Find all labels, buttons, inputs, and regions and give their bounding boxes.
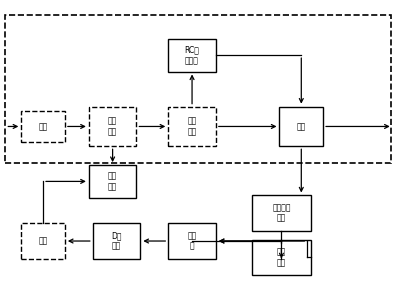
Text: 开关
装置: 开关 装置 [108, 117, 117, 136]
Text: 基准
电压: 基准 电压 [277, 248, 286, 267]
Bar [168, 223, 216, 259]
Bar [89, 165, 136, 198]
Bar [21, 111, 65, 142]
Text: 中间电流
发生: 中间电流 发生 [272, 203, 291, 223]
Text: 输入: 输入 [38, 122, 48, 131]
Bar [168, 39, 216, 71]
Text: 驱动
电路: 驱动 电路 [108, 172, 117, 191]
Text: D触
发器: D触 发器 [111, 231, 122, 251]
Text: 比较
器: 比较 器 [188, 231, 197, 251]
Text: RC积
分装置: RC积 分装置 [185, 46, 200, 65]
Bar [21, 223, 65, 259]
Text: 滤波
装置: 滤波 装置 [188, 117, 197, 136]
Bar [252, 240, 311, 275]
Bar [5, 16, 391, 163]
Bar [89, 107, 136, 146]
Bar [168, 107, 216, 146]
Text: 输出: 输出 [297, 122, 306, 131]
Bar [93, 223, 140, 259]
Bar [280, 107, 323, 146]
Bar [252, 196, 311, 230]
Text: 与门: 与门 [38, 236, 48, 246]
